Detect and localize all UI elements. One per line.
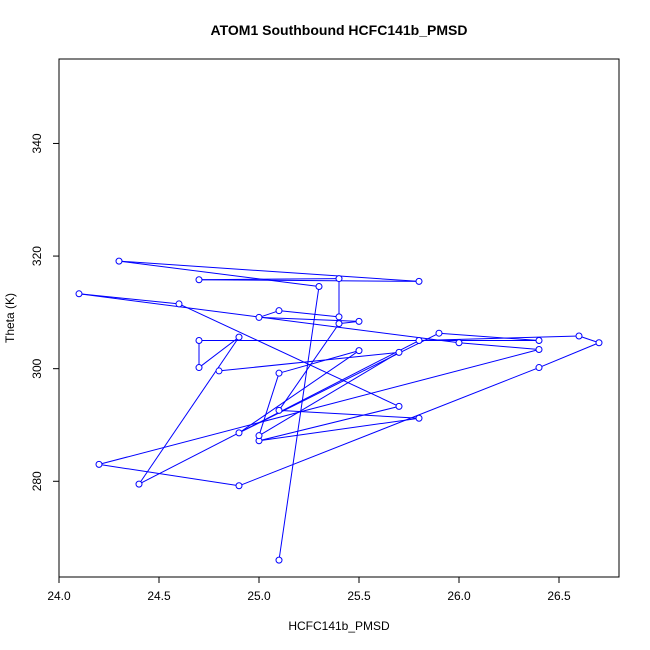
data-point <box>235 429 243 437</box>
data-point <box>235 333 243 341</box>
data-point <box>275 406 283 414</box>
series-segment <box>278 286 320 561</box>
series-segment <box>278 310 340 318</box>
y-tick-label: 300 <box>30 358 44 378</box>
series-segment <box>258 405 400 442</box>
data-point <box>535 346 543 354</box>
series-segment <box>278 323 340 411</box>
data-point <box>95 460 103 468</box>
series-segment <box>258 316 360 322</box>
data-point <box>275 556 283 564</box>
y-tick-label: 280 <box>30 471 44 491</box>
series-segment <box>238 350 360 434</box>
y-tick-label: 340 <box>30 133 44 153</box>
series-segment <box>78 293 460 344</box>
data-point <box>355 347 363 355</box>
y-tick-label: 320 <box>30 246 44 266</box>
series-segment <box>238 367 540 487</box>
series-segment <box>238 332 440 434</box>
data-point <box>115 257 123 265</box>
data-point <box>255 432 263 440</box>
data-point <box>195 337 203 345</box>
series-segment <box>458 342 540 351</box>
data-point <box>335 275 343 283</box>
data-point <box>455 339 463 347</box>
x-tick-label: 24.0 <box>47 589 71 603</box>
series-segment <box>218 351 400 372</box>
x-axis: 24.0 24.5 25.0 25.5 26.0 26.5 <box>47 576 571 603</box>
series-segment <box>98 463 240 487</box>
series-segment <box>538 342 600 369</box>
data-point <box>535 364 543 372</box>
series-segment <box>138 336 240 485</box>
series-segment <box>578 335 600 344</box>
series-segment <box>258 310 280 318</box>
data-point <box>415 277 423 285</box>
data-point <box>415 337 423 345</box>
series-segment <box>178 303 400 407</box>
data-point <box>275 307 283 315</box>
series-segment <box>198 279 420 282</box>
data-point <box>355 317 363 325</box>
series-segment <box>278 350 360 374</box>
data-point <box>535 337 543 345</box>
data-point <box>195 364 203 372</box>
data-point <box>195 276 203 284</box>
series-segment <box>258 351 400 437</box>
x-tick-label: 25.0 <box>247 589 271 603</box>
series-segment <box>258 373 280 436</box>
data-point <box>175 300 183 308</box>
chart-title: ATOM1 Southbound HCFC141b_PMSD <box>211 22 468 38</box>
x-tick-label: 26.0 <box>447 589 471 603</box>
x-tick-label: 26.5 <box>547 589 571 603</box>
series-segment <box>258 417 420 442</box>
series-segment <box>198 278 340 281</box>
data-point <box>275 369 283 377</box>
data-point <box>335 320 343 328</box>
x-tick-label: 24.5 <box>147 589 171 603</box>
y-axis: 280 300 320 340 <box>30 133 60 491</box>
series-segment <box>438 332 540 342</box>
series-segment <box>118 260 320 287</box>
data-point <box>435 329 443 337</box>
x-axis-label: HCFC141b_PMSD <box>288 619 390 633</box>
data-point <box>395 348 403 356</box>
data-point <box>335 313 343 321</box>
data-point <box>135 480 143 488</box>
x-tick-label: 25.5 <box>347 589 371 603</box>
y-axis-label: Theta (K) <box>3 293 17 343</box>
data-point <box>575 332 583 340</box>
series-segment <box>98 349 540 465</box>
series-segment <box>198 336 240 368</box>
data-point <box>215 367 223 375</box>
data-point <box>315 282 323 290</box>
series-segment <box>118 260 420 282</box>
data-point <box>395 402 403 410</box>
data-point <box>415 414 423 422</box>
data-point <box>595 339 603 347</box>
series-segment <box>418 335 580 342</box>
data-point <box>75 290 83 298</box>
series-hcfc141b-pmsd <box>75 257 603 564</box>
data-point <box>235 482 243 490</box>
data-point <box>255 313 263 321</box>
